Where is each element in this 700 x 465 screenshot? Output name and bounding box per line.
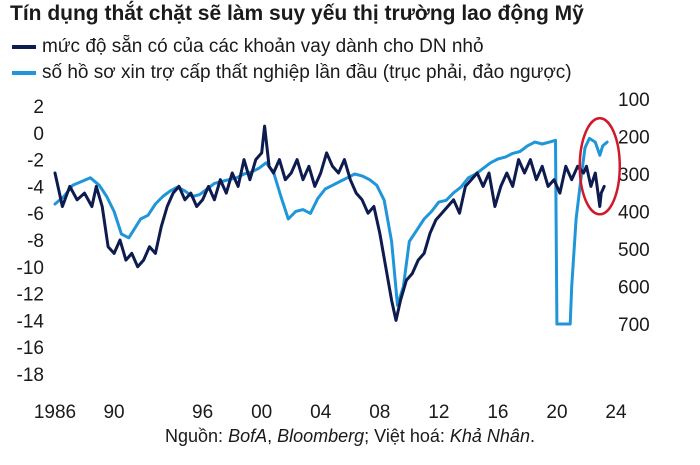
source-note: Nguồn: BofA, Bloomberg; Việt hoá: Khả Nh… <box>0 426 700 447</box>
x-tick-label: 24 <box>605 402 627 423</box>
chart-plot: 20-2-4-6-8-10-12-14-16-18100200300400500… <box>17 90 650 423</box>
y-right-tick-label: 700 <box>618 315 650 336</box>
x-tick-label: 1986 <box>34 402 76 423</box>
source-prefix: Nguồn: <box>165 426 229 446</box>
y-left-tick-label: 0 <box>33 124 44 145</box>
source-author: Khả Nhân <box>449 426 530 446</box>
y-left-tick-label: -2 <box>27 151 44 172</box>
y-left-tick-label: -12 <box>17 285 44 306</box>
chart-title: Tín dụng thắt chặt sẽ làm suy yếu thị tr… <box>10 2 584 25</box>
x-tick-label: 90 <box>103 402 124 423</box>
y-right-tick-label: 200 <box>618 128 650 149</box>
y-right-tick-label: 500 <box>618 240 650 261</box>
x-tick-label: 96 <box>192 402 213 423</box>
source-sep-1: , <box>267 426 278 446</box>
highlight-ellipse <box>578 117 622 216</box>
y-right-tick-label: 600 <box>618 278 650 299</box>
source-bofa: BofA <box>228 426 268 446</box>
y-left-tick-label: 2 <box>33 97 44 118</box>
y-left-tick-label: -6 <box>27 204 44 225</box>
legend-label: số hồ sơ xin trợ cấp thất nghiệp lần đầu… <box>42 62 572 83</box>
y-left-tick-label: -10 <box>17 258 44 279</box>
legend-swatch-dark <box>12 45 36 49</box>
series-line-jobless-claims <box>53 136 609 326</box>
y-right-tick-label: 300 <box>618 165 650 186</box>
y-left-tick-label: -14 <box>17 311 45 332</box>
legend-label: mức độ sẵn có của các khoản vay dành cho… <box>42 36 484 57</box>
legend-item-loan-availability: mức độ sẵn có của các khoản vay dành cho… <box>12 34 484 60</box>
x-tick-label: 00 <box>251 402 272 423</box>
y-right-tick-label: 100 <box>618 90 650 111</box>
x-tick-label: 16 <box>487 402 508 423</box>
source-suffix: . <box>529 426 535 446</box>
legend-swatch-light <box>12 71 36 75</box>
x-tick-label: 20 <box>546 402 567 423</box>
y-left-tick-label: -4 <box>27 177 44 198</box>
x-tick-label: 04 <box>310 402 332 423</box>
x-tick-label: 08 <box>369 402 390 423</box>
x-tick-label: 12 <box>428 402 449 423</box>
series-line-loan-availability <box>53 124 606 322</box>
y-left-tick-label: -8 <box>27 231 44 252</box>
source-sep-2: ; Việt hoá: <box>364 426 450 446</box>
y-left-tick-label: -18 <box>17 365 44 386</box>
legend-item-jobless-claims: số hồ sơ xin trợ cấp thất nghiệp lần đầu… <box>12 60 572 86</box>
source-bloomberg: Bloomberg <box>277 426 365 446</box>
y-right-tick-label: 400 <box>618 203 650 224</box>
y-left-tick-label: -16 <box>17 338 44 359</box>
